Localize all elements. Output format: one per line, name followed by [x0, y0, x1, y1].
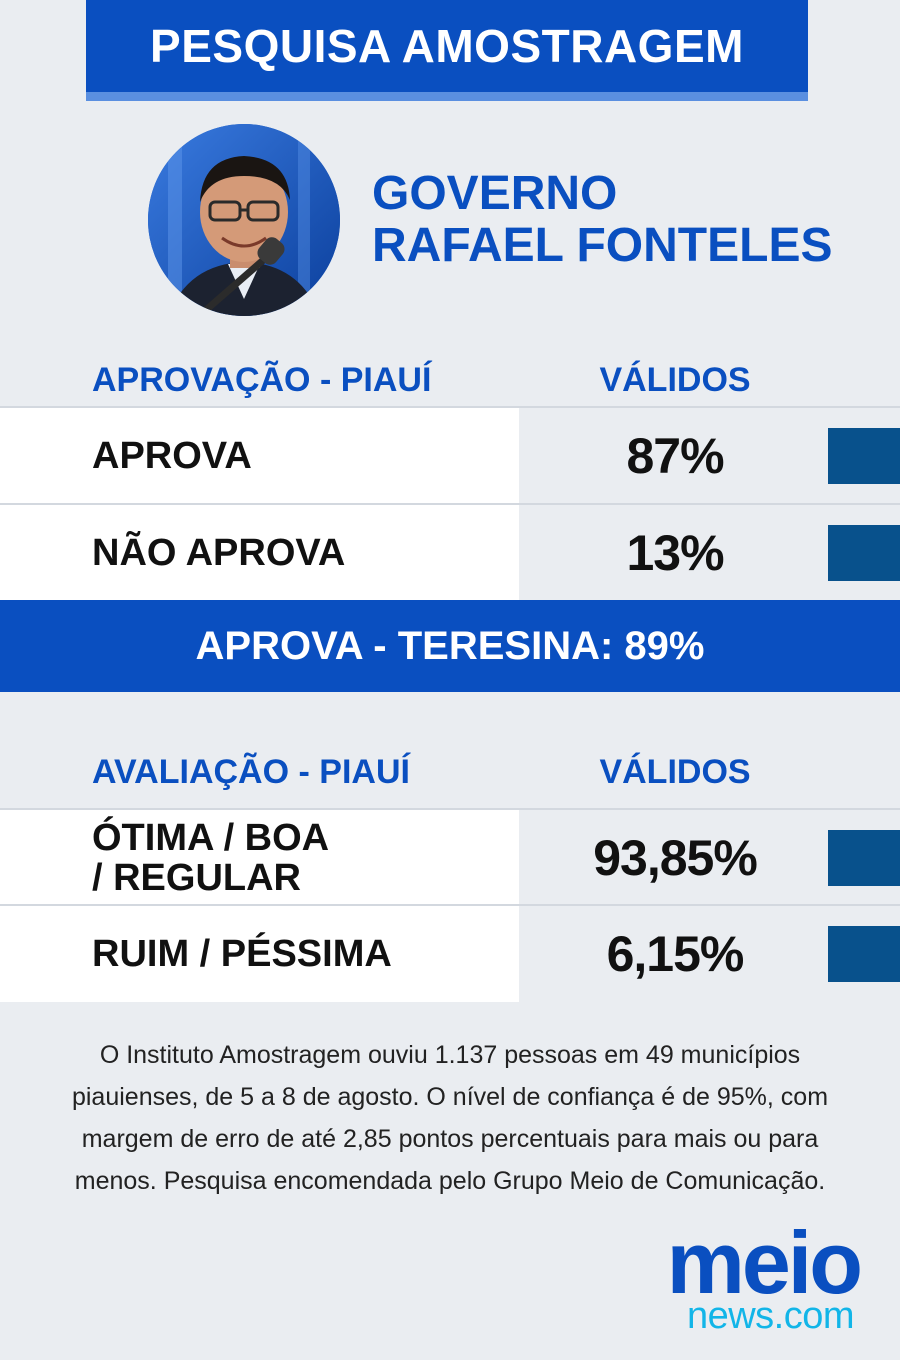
meionews-logo: meio news.com: [620, 1218, 863, 1340]
evaluation-heading: AVALIAÇÃO - PIAUÍ: [92, 753, 410, 791]
row-value: 87%: [626, 428, 724, 484]
governor-portrait-icon: [148, 124, 340, 316]
logo-news-text: news.com: [686, 1295, 855, 1337]
page-title-banner: PESQUISA AMOSTRAGEM: [86, 0, 808, 92]
approval-section-header: APROVAÇÃO - PIAUÍ VÁLIDOS: [0, 350, 900, 410]
approval-heading: APROVAÇÃO - PIAUÍ: [92, 361, 432, 399]
row-label: RUIM / PÉSSIMA: [92, 933, 392, 975]
teresina-banner: APROVA - TERESINA: 89%: [0, 600, 900, 692]
row-indicator-bar: [828, 428, 900, 484]
evaluation-row-otima-boa-regular: ÓTIMA / BOA / REGULAR 93,85%: [0, 808, 900, 906]
approval-row-aprova: APROVA 87%: [0, 406, 900, 504]
government-title-line2: RAFAEL FONTELES: [372, 219, 833, 272]
row-label: APROVA: [92, 435, 252, 477]
row-value: 13%: [626, 525, 724, 581]
page-title: PESQUISA AMOSTRAGEM: [150, 20, 744, 72]
approval-column-header: VÁLIDOS: [599, 361, 751, 399]
evaluation-column-header: VÁLIDOS: [599, 753, 751, 791]
evaluation-row-ruim-pessima: RUIM / PÉSSIMA 6,15%: [0, 904, 900, 1002]
governor-photo: [148, 124, 340, 316]
logo-meio-text: meio: [666, 1213, 863, 1312]
row-value: 93,85%: [593, 830, 758, 886]
methodology-note: O Instituto Amostragem ouviu 1.137 pesso…: [71, 1041, 829, 1195]
row-label-line2: / REGULAR: [92, 857, 301, 899]
row-label-line1: ÓTIMA / BOA: [92, 817, 330, 859]
row-indicator-bar: [828, 926, 900, 982]
row-label: NÃO APROVA: [92, 532, 346, 574]
teresina-text: APROVA - TERESINA: 89%: [195, 623, 705, 668]
row-indicator-bar: [828, 525, 900, 581]
row-value: 6,15%: [606, 926, 745, 982]
government-title-line1: GOVERNO: [372, 167, 618, 220]
row-indicator-bar: [828, 830, 900, 886]
banner-stripe: [86, 92, 808, 101]
approval-row-nao-aprova: NÃO APROVA 13%: [0, 503, 900, 601]
evaluation-section-header: AVALIAÇÃO - PIAUÍ VÁLIDOS: [0, 742, 900, 802]
row-label: ÓTIMA / BOA / REGULAR: [92, 810, 329, 906]
government-title: GOVERNO RAFAEL FONTELES: [372, 168, 832, 272]
